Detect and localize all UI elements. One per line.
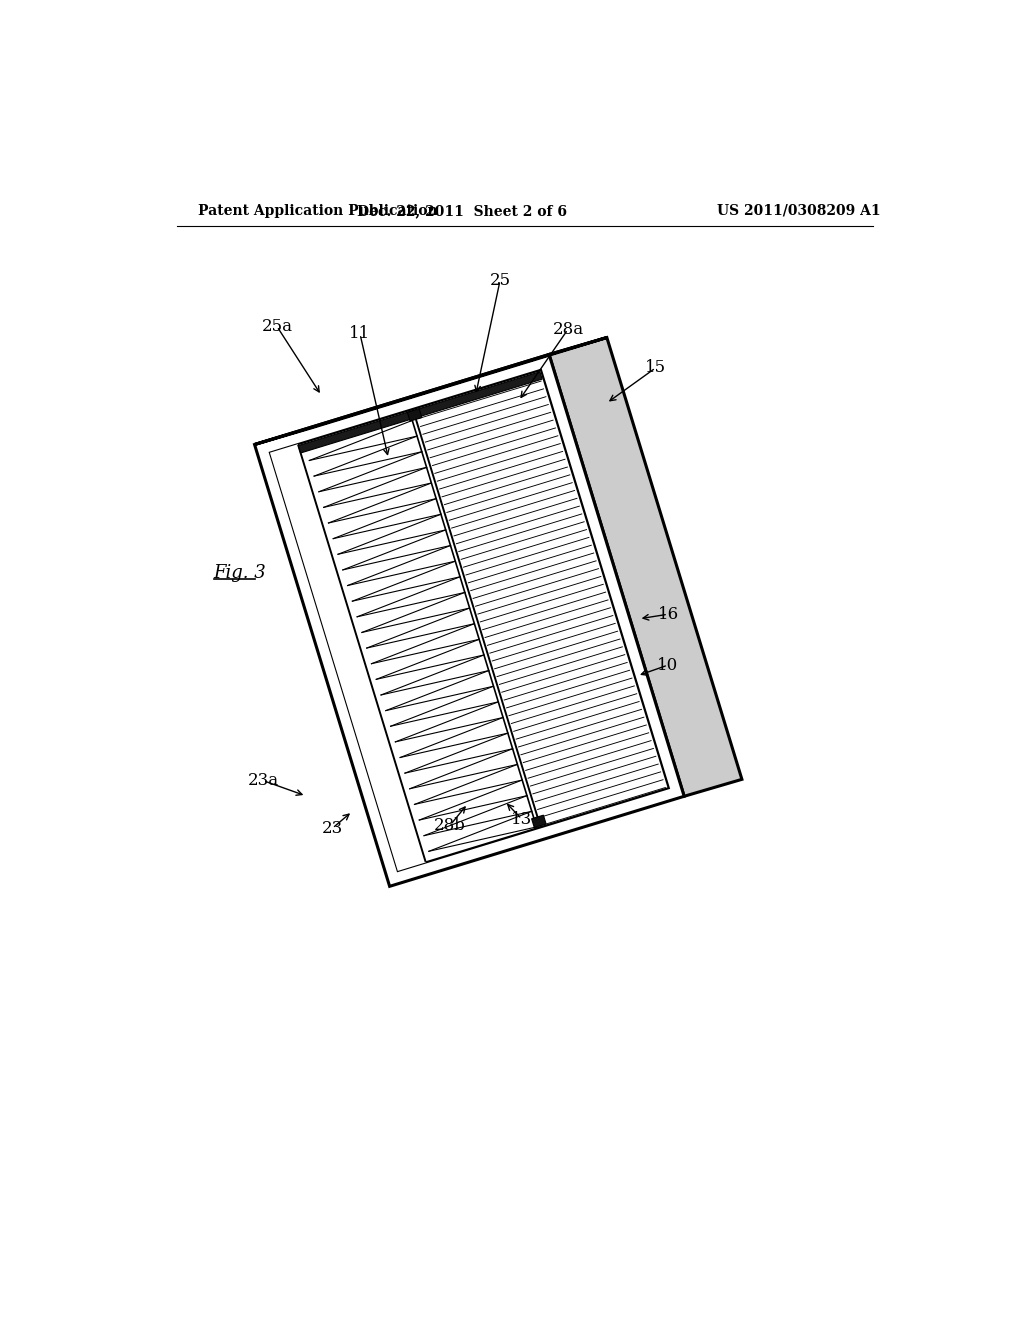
Text: 16: 16: [657, 606, 679, 623]
Text: Dec. 22, 2011  Sheet 2 of 6: Dec. 22, 2011 Sheet 2 of 6: [356, 203, 566, 218]
Polygon shape: [549, 338, 742, 796]
Polygon shape: [298, 372, 542, 453]
Text: 11: 11: [349, 326, 371, 342]
Text: 25a: 25a: [261, 318, 293, 335]
Text: Fig. 3: Fig. 3: [214, 564, 266, 582]
Polygon shape: [270, 444, 426, 871]
Text: 10: 10: [657, 656, 679, 673]
Polygon shape: [531, 816, 546, 828]
Text: 28a: 28a: [552, 321, 584, 338]
Text: 13: 13: [511, 810, 532, 828]
Text: 28b: 28b: [434, 817, 466, 834]
Text: 25: 25: [489, 272, 511, 289]
Text: Patent Application Publication: Patent Application Publication: [199, 203, 438, 218]
Polygon shape: [255, 355, 684, 886]
Polygon shape: [255, 338, 607, 445]
Text: 23a: 23a: [248, 772, 279, 789]
Text: 23: 23: [322, 820, 343, 837]
Polygon shape: [408, 409, 422, 421]
Text: US 2011/0308209 A1: US 2011/0308209 A1: [717, 203, 881, 218]
Text: 15: 15: [645, 359, 667, 376]
